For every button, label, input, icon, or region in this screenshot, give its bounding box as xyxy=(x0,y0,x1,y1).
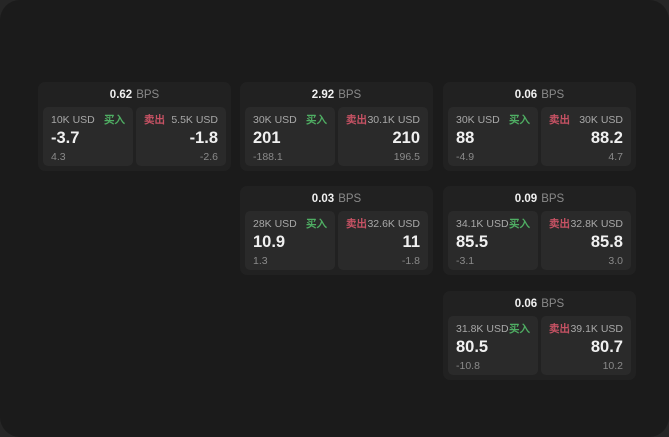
sell-notional: 39.1K USD xyxy=(570,323,623,335)
quote-card[interactable]: 0.62 BPS 10K USD 买入 -3.7 4.3 卖出 5.5K USD… xyxy=(38,82,231,171)
buy-panel[interactable]: 28K USD 买入 10.9 1.3 xyxy=(245,211,335,270)
card-header: 2.92 BPS xyxy=(240,82,433,107)
card-header: 0.03 BPS xyxy=(240,186,433,211)
buy-notional: 30K USD xyxy=(253,114,297,126)
sell-side-label: 卖出 xyxy=(549,114,570,126)
buy-panel[interactable]: 34.1K USD 买入 85.5 -3.1 xyxy=(448,211,538,270)
sell-side-label: 卖出 xyxy=(549,323,570,335)
quote-panels: 30K USD 买入 201 -188.1 卖出 30.1K USD 210 1… xyxy=(240,107,433,166)
buy-delta: 1.3 xyxy=(253,255,268,267)
sell-notional: 30.1K USD xyxy=(367,114,420,126)
quote-panels: 30K USD 买入 88 -4.9 卖出 30K USD 88.2 4.7 xyxy=(443,107,636,166)
sell-price: 80.7 xyxy=(590,338,623,356)
bps-value: 0.03 xyxy=(311,192,335,205)
quote-card[interactable]: 2.92 BPS 30K USD 买入 201 -188.1 卖出 30.1K … xyxy=(240,82,433,171)
card-header: 0.09 BPS xyxy=(443,186,636,211)
sell-price: 88.2 xyxy=(590,129,623,147)
quote-panels: 28K USD 买入 10.9 1.3 卖出 32.6K USD 11 -1.8 xyxy=(240,211,433,270)
quote-card[interactable]: 0.09 BPS 34.1K USD 买入 85.5 -3.1 卖出 32.8K… xyxy=(443,186,636,275)
bps-unit-label: BPS xyxy=(541,192,565,205)
buy-notional: 31.8K USD xyxy=(456,323,509,335)
sell-side-label: 卖出 xyxy=(346,218,367,230)
sell-notional: 32.6K USD xyxy=(367,218,420,230)
card-header: 0.06 BPS xyxy=(443,82,636,107)
sell-panel[interactable]: 卖出 30.1K USD 210 196.5 xyxy=(338,107,428,166)
buy-notional: 30K USD xyxy=(456,114,500,126)
buy-panel[interactable]: 30K USD 买入 201 -188.1 xyxy=(245,107,335,166)
buy-delta: -10.8 xyxy=(456,360,480,372)
quote-card[interactable]: 0.06 BPS 31.8K USD 买入 80.5 -10.8 卖出 39.1… xyxy=(443,291,636,380)
buy-notional: 10K USD xyxy=(51,114,95,126)
buy-price: 10.9 xyxy=(253,233,286,251)
buy-side-label: 买入 xyxy=(509,218,530,230)
buy-side-label: 买入 xyxy=(306,114,327,126)
bps-value: 0.62 xyxy=(109,88,133,101)
bps-unit-label: BPS xyxy=(541,297,565,310)
buy-notional: 28K USD xyxy=(253,218,297,230)
buy-notional: 34.1K USD xyxy=(456,218,509,230)
bps-value: 0.09 xyxy=(514,192,538,205)
sell-delta: -1.8 xyxy=(401,255,420,267)
buy-side-label: 买入 xyxy=(509,114,530,126)
sell-price: -1.8 xyxy=(189,129,218,147)
sell-price: 11 xyxy=(402,233,420,251)
sell-notional: 30K USD xyxy=(579,114,623,126)
bps-unit-label: BPS xyxy=(338,88,362,101)
buy-panel[interactable]: 30K USD 买入 88 -4.9 xyxy=(448,107,538,166)
bps-unit-label: BPS xyxy=(338,192,362,205)
sell-side-label: 卖出 xyxy=(346,114,367,126)
sell-panel[interactable]: 卖出 32.8K USD 85.8 3.0 xyxy=(541,211,631,270)
buy-delta: -4.9 xyxy=(456,151,475,163)
sell-panel[interactable]: 卖出 39.1K USD 80.7 10.2 xyxy=(541,316,631,375)
bps-unit-label: BPS xyxy=(136,88,160,101)
buy-price: 85.5 xyxy=(456,233,489,251)
sell-price: 85.8 xyxy=(590,233,623,251)
bps-value: 2.92 xyxy=(311,88,335,101)
quote-panels: 31.8K USD 买入 80.5 -10.8 卖出 39.1K USD 80.… xyxy=(443,316,636,375)
sell-delta: -2.6 xyxy=(199,151,218,163)
sell-panel[interactable]: 卖出 5.5K USD -1.8 -2.6 xyxy=(136,107,226,166)
quote-panels: 10K USD 买入 -3.7 4.3 卖出 5.5K USD -1.8 -2.… xyxy=(38,107,231,166)
sell-notional: 5.5K USD xyxy=(171,114,218,126)
buy-side-label: 买入 xyxy=(509,323,530,335)
buy-price: 201 xyxy=(253,129,281,147)
buy-panel[interactable]: 10K USD 买入 -3.7 4.3 xyxy=(43,107,133,166)
quote-panels: 34.1K USD 买入 85.5 -3.1 卖出 32.8K USD 85.8… xyxy=(443,211,636,270)
quote-card[interactable]: 0.03 BPS 28K USD 买入 10.9 1.3 卖出 32.6K US… xyxy=(240,186,433,275)
buy-price: 80.5 xyxy=(456,338,489,356)
buy-delta: -3.1 xyxy=(456,255,475,267)
buy-price: 88 xyxy=(456,129,475,147)
sell-notional: 32.8K USD xyxy=(570,218,623,230)
bps-value: 0.06 xyxy=(514,297,538,310)
sell-side-label: 卖出 xyxy=(549,218,570,230)
sell-panel[interactable]: 卖出 32.6K USD 11 -1.8 xyxy=(338,211,428,270)
buy-price: -3.7 xyxy=(51,129,80,147)
card-header: 0.06 BPS xyxy=(443,291,636,316)
card-header: 0.62 BPS xyxy=(38,82,231,107)
buy-delta: -188.1 xyxy=(253,151,283,163)
buy-side-label: 买入 xyxy=(306,218,327,230)
sell-price: 210 xyxy=(392,129,420,147)
sell-delta: 10.2 xyxy=(602,360,623,372)
bps-unit-label: BPS xyxy=(541,88,565,101)
sell-delta: 4.7 xyxy=(608,151,623,163)
sell-delta: 3.0 xyxy=(608,255,623,267)
buy-side-label: 买入 xyxy=(104,114,125,126)
sell-delta: 196.5 xyxy=(393,151,420,163)
buy-delta: 4.3 xyxy=(51,151,66,163)
quote-card[interactable]: 0.06 BPS 30K USD 买入 88 -4.9 卖出 30K USD 8… xyxy=(443,82,636,171)
bps-value: 0.06 xyxy=(514,88,538,101)
sell-side-label: 卖出 xyxy=(144,114,165,126)
buy-panel[interactable]: 31.8K USD 买入 80.5 -10.8 xyxy=(448,316,538,375)
sell-panel[interactable]: 卖出 30K USD 88.2 4.7 xyxy=(541,107,631,166)
